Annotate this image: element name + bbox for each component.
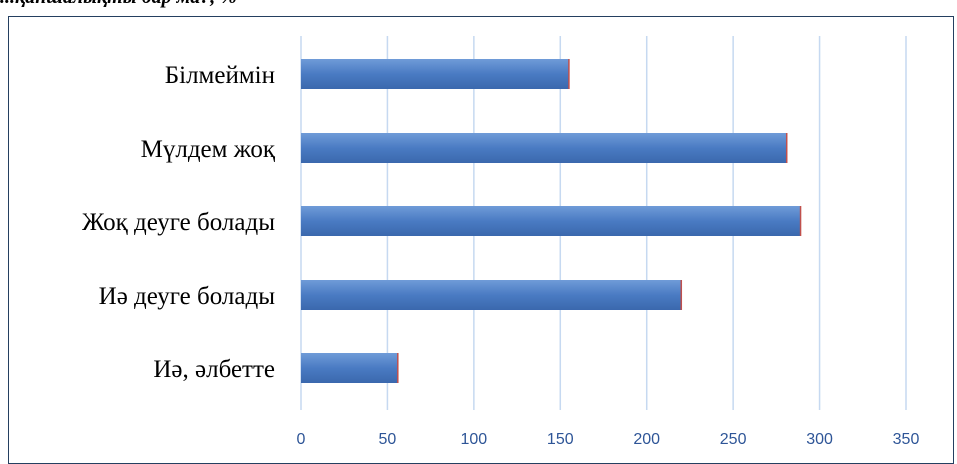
x-tick-label: 50 — [379, 431, 397, 448]
x-tick-labels: 0 50 100 150 200 250 300 350 — [297, 431, 920, 448]
category-label: Білмеймін — [165, 62, 275, 89]
x-tick-label: 150 — [547, 431, 574, 448]
x-tick-label: 350 — [893, 431, 920, 448]
category-label: Иә деуге болады — [99, 283, 276, 310]
x-tick-label: 200 — [633, 431, 660, 448]
category-label: Жоқ деуге болады — [82, 209, 275, 236]
bar — [301, 353, 398, 383]
category-label: Иә, әлбетте — [153, 356, 275, 383]
bars — [301, 59, 802, 383]
category-label: Мүлдем жоқ — [141, 136, 276, 163]
x-tick-label: 300 — [806, 431, 833, 448]
bar — [301, 280, 682, 310]
bar — [301, 206, 801, 236]
bar — [301, 133, 787, 163]
category-labels: Білмеймін Мүлдем жоқ Жоқ деуге болады Иә де… — [82, 62, 276, 383]
x-tick-label: 0 — [297, 431, 306, 448]
x-tick-label: 100 — [461, 431, 488, 448]
bar — [301, 59, 569, 89]
x-tick-label: 250 — [720, 431, 747, 448]
chart-caption: ...қаншалықты бар ма?, % — [0, 0, 420, 8]
